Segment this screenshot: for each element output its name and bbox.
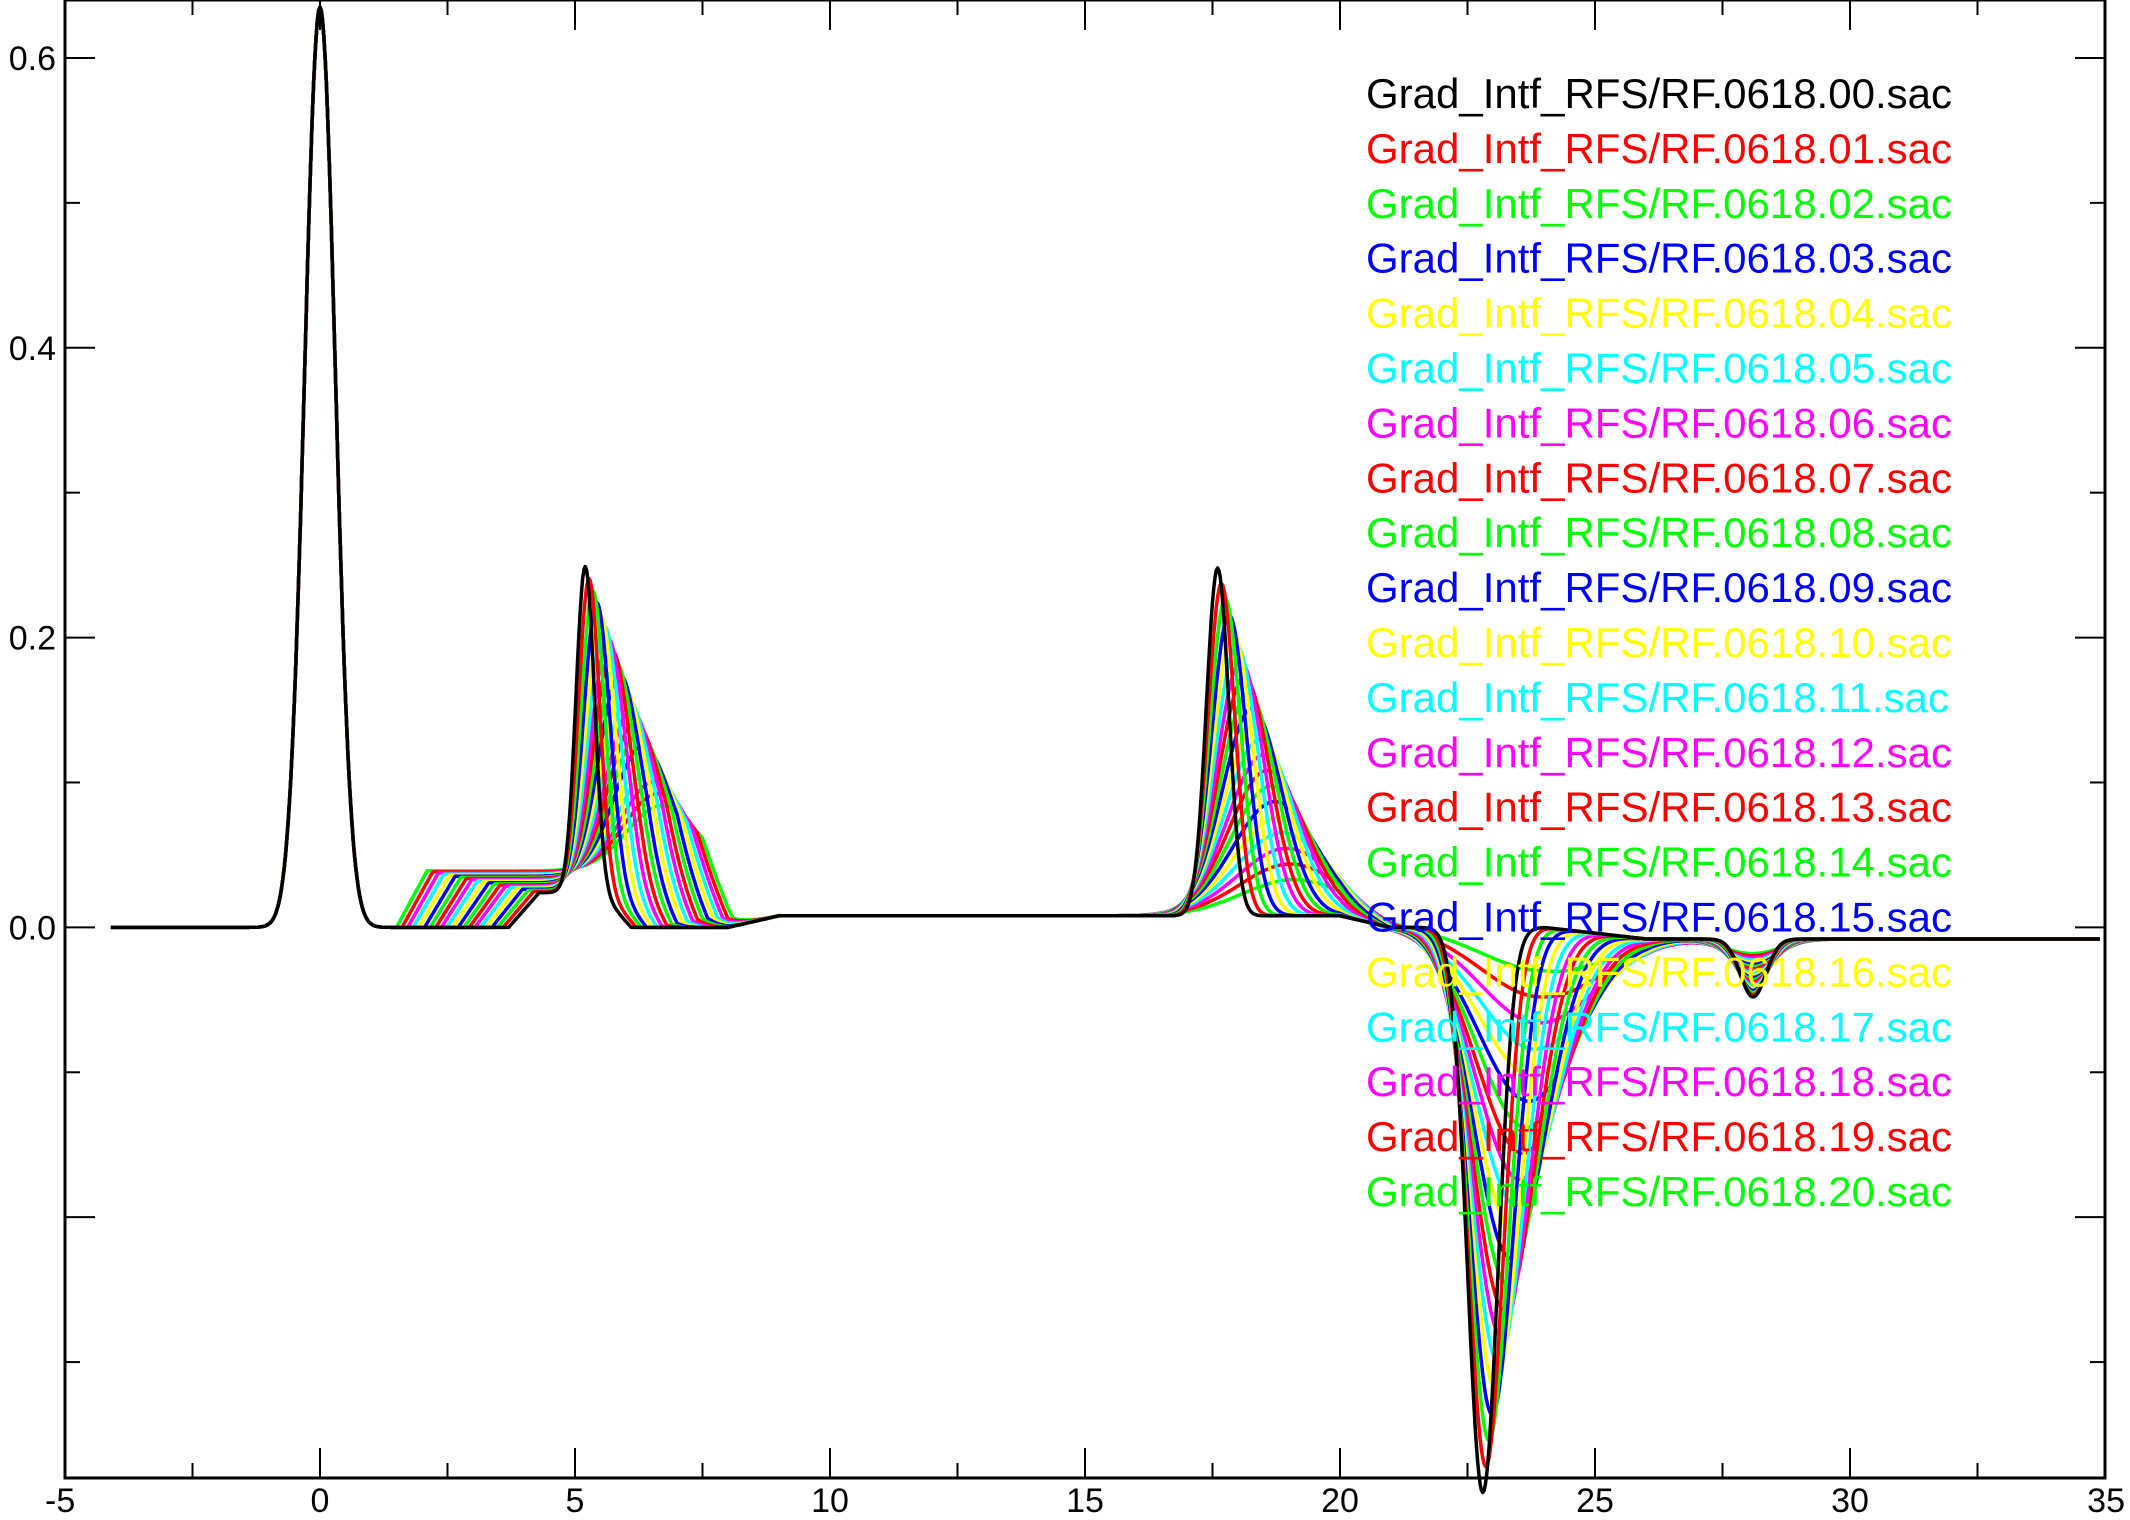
legend-entry: Grad_Intf_RFS/RF.0618.09.sac — [1366, 564, 1952, 611]
legend-entry: Grad_Intf_RFS/RF.0618.07.sac — [1366, 454, 1952, 501]
x-tick-label: 15 — [1066, 1482, 1104, 1520]
legend-entry: Grad_Intf_RFS/RF.0618.15.sac — [1366, 894, 1952, 941]
legend-entry: Grad_Intf_RFS/RF.0618.16.sac — [1366, 948, 1952, 995]
x-tick-labels: -5 0 5 10 15 20 25 30 35 — [45, 1482, 2125, 1520]
y-tick-label: 0.0 — [9, 909, 56, 947]
x-tick-label: 20 — [1321, 1482, 1359, 1520]
axis-ticks — [64, 0, 2106, 1478]
legend-entry: Grad_Intf_RFS/RF.0618.04.sac — [1366, 290, 1952, 337]
legend-entry: Grad_Intf_RFS/RF.0618.13.sac — [1366, 784, 1952, 831]
legend-entry: Grad_Intf_RFS/RF.0618.01.sac — [1366, 125, 1952, 172]
y-tick-labels: 0.0 0.2 0.4 0.6 — [9, 40, 56, 947]
x-tick-label: 25 — [1576, 1482, 1614, 1520]
legend-entry: Grad_Intf_RFS/RF.0618.19.sac — [1366, 1113, 1952, 1160]
legend-entry: Grad_Intf_RFS/RF.0618.10.sac — [1366, 619, 1952, 666]
trace-layer — [110, 5, 2101, 1495]
legend-entry: Grad_Intf_RFS/RF.0618.05.sac — [1366, 345, 1952, 392]
legend-entry: Grad_Intf_RFS/RF.0618.00.sac — [1366, 70, 1952, 117]
legend-entry: Grad_Intf_RFS/RF.0618.14.sac — [1366, 839, 1952, 886]
legend: Grad_Intf_RFS/RF.0618.00.sac Grad_Intf_RF… — [1366, 70, 1952, 1215]
x-tick-label: 35 — [2087, 1482, 2125, 1520]
x-tick-label: 30 — [1831, 1482, 1869, 1520]
legend-entry: Grad_Intf_RFS/RF.0618.11.sac — [1366, 674, 1949, 721]
series-line — [110, 5, 2101, 1495]
legend-entry: Grad_Intf_RFS/RF.0618.08.sac — [1366, 509, 1952, 556]
legend-entry: Grad_Intf_RFS/RF.0618.20.sac — [1366, 1168, 1952, 1215]
legend-entry: Grad_Intf_RFS/RF.0618.06.sac — [1366, 399, 1952, 446]
legend-entry: Grad_Intf_RFS/RF.0618.17.sac — [1366, 1003, 1952, 1050]
y-tick-label: 0.2 — [9, 620, 56, 658]
x-tick-label: 10 — [811, 1482, 849, 1520]
legend-entry: Grad_Intf_RFS/RF.0618.03.sac — [1366, 235, 1952, 282]
legend-entry: Grad_Intf_RFS/RF.0618.18.sac — [1366, 1058, 1952, 1105]
legend-entry: Grad_Intf_RFS/RF.0618.12.sac — [1366, 729, 1952, 776]
legend-entry: Grad_Intf_RFS/RF.0618.02.sac — [1366, 180, 1952, 227]
x-tick-label: -5 — [45, 1482, 75, 1520]
y-tick-label: 0.4 — [9, 330, 56, 368]
x-tick-label: 5 — [566, 1482, 585, 1520]
x-tick-label: 0 — [311, 1482, 330, 1520]
y-tick-label: 0.6 — [9, 40, 56, 78]
